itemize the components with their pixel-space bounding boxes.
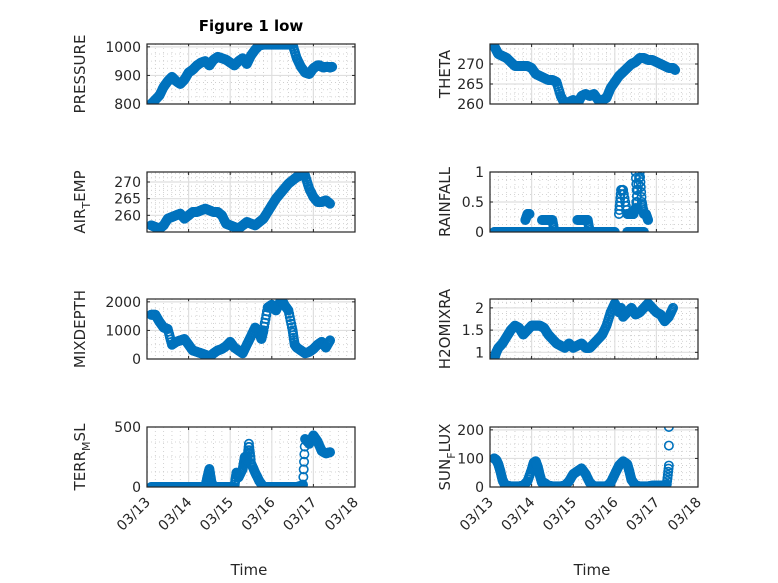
- data-point: [631, 185, 642, 196]
- data-point: [663, 440, 674, 451]
- data-point: [609, 227, 620, 232]
- y-axis-label: THETA: [436, 49, 454, 99]
- y-tick-label: 1000: [105, 323, 141, 339]
- y-tick-label: 265: [457, 77, 484, 93]
- axes-box: [146, 171, 356, 233]
- data-point: [632, 203, 643, 214]
- data-point: [325, 447, 336, 458]
- subplot-pressure: 800 900 1000 PRESSURE: [71, 35, 356, 114]
- data-point: [670, 65, 681, 76]
- x-tick-label: 03/14: [499, 494, 539, 534]
- data-point: [631, 179, 642, 190]
- data-point: [663, 427, 674, 432]
- y-tick-label: 1.5: [462, 323, 484, 339]
- data-point: [327, 61, 338, 72]
- x-axis-label: Time: [230, 561, 268, 579]
- y-tick-label: 270: [457, 57, 484, 73]
- axes-box: [489, 171, 699, 233]
- data-point: [631, 191, 642, 202]
- x-tick-label: 03/15: [540, 495, 580, 535]
- y-tick-label: 260: [114, 208, 141, 224]
- data-point: [638, 227, 649, 232]
- y-tick-label: 0: [132, 480, 141, 496]
- series-h2omixra: [490, 299, 679, 359]
- y-axis-label: PRESSURE: [71, 35, 89, 114]
- x-tick-label: 03/13: [114, 495, 154, 535]
- y-tick-label: 1000: [105, 40, 141, 56]
- y-axis-label: MIXDEPTH: [71, 290, 89, 368]
- axes-box: [489, 426, 699, 488]
- data-point: [325, 335, 336, 346]
- x-axis-label: Time: [573, 561, 611, 579]
- data-point: [584, 227, 595, 232]
- y-tick-label: 270: [114, 175, 141, 191]
- y-tick-label: 900: [114, 68, 141, 84]
- y-tick-label: 200: [457, 423, 484, 439]
- x-tick-label: 03/13: [457, 495, 497, 535]
- y-tick-label: 500: [114, 420, 141, 436]
- data-point: [643, 215, 654, 226]
- data-point: [243, 438, 254, 449]
- data-point: [244, 441, 255, 452]
- y-axis-label: TERRMSL: [71, 423, 93, 492]
- series-rainfall: [490, 172, 654, 232]
- y-tick-label: 265: [114, 192, 141, 208]
- data-point: [551, 227, 562, 232]
- y-axis-label: RAINFALL: [436, 166, 454, 237]
- x-tick-label: 03/16: [582, 494, 622, 534]
- subplot-terr-msl: 0 500 TERRMSL 03/13 03/14 03/15 03/16 03/17 03/1…: [71, 420, 362, 579]
- data-point: [632, 197, 643, 208]
- x-tick-label: 03/16: [239, 494, 279, 534]
- series-air-temp: [147, 172, 336, 232]
- y-axis-label: AIRTEMP: [71, 170, 93, 233]
- x-tick-label: 03/18: [665, 495, 705, 535]
- subplot-mixdepth: 0 1000 2000 MIXDEPTH: [71, 290, 356, 368]
- figure-title: Figure 1 low: [199, 17, 304, 35]
- y-tick-label: 0: [475, 480, 484, 496]
- axes-box: [146, 298, 356, 360]
- y-tick-label: 1: [475, 345, 484, 361]
- y-tick-label: 2: [475, 301, 484, 317]
- data-point: [244, 448, 255, 459]
- y-tick-label: 260: [457, 97, 484, 113]
- data-point: [668, 302, 679, 313]
- subplot-h2omixra: 1 1.5 2 H2OMIXRA: [436, 288, 699, 369]
- series-theta: [490, 44, 681, 104]
- axes-box: [146, 43, 356, 105]
- x-tick-label: 03/18: [322, 495, 362, 535]
- x-tick-label: 03/15: [197, 495, 237, 535]
- y-axis-label: SUNFLUX: [436, 424, 458, 491]
- x-tick-label: 03/17: [280, 495, 320, 535]
- data-point: [663, 460, 674, 471]
- axes-box: [489, 298, 699, 360]
- x-tick-label: 03/17: [623, 495, 663, 535]
- data-point: [524, 209, 535, 220]
- axes-box: [146, 426, 356, 488]
- y-tick-label: 1: [475, 165, 484, 181]
- y-tick-label: 0: [475, 225, 484, 241]
- series-mixdepth: [147, 299, 336, 359]
- y-tick-label: 0.5: [462, 195, 484, 211]
- subplot-rainfall: 0 0.5 1 RAINFALL: [436, 165, 699, 241]
- data-point: [325, 198, 336, 209]
- y-axis-label: H2OMIXRA: [436, 288, 454, 369]
- y-tick-label: 100: [457, 451, 484, 467]
- y-tick-label: 800: [114, 97, 141, 113]
- x-tick-label: 03/14: [156, 494, 196, 534]
- data-point: [244, 445, 255, 456]
- axes-box: [489, 43, 699, 105]
- y-tick-label: 2000: [105, 295, 141, 311]
- plot-area: [490, 427, 698, 487]
- y-tick-label: 0: [132, 352, 141, 368]
- data-point: [630, 173, 641, 184]
